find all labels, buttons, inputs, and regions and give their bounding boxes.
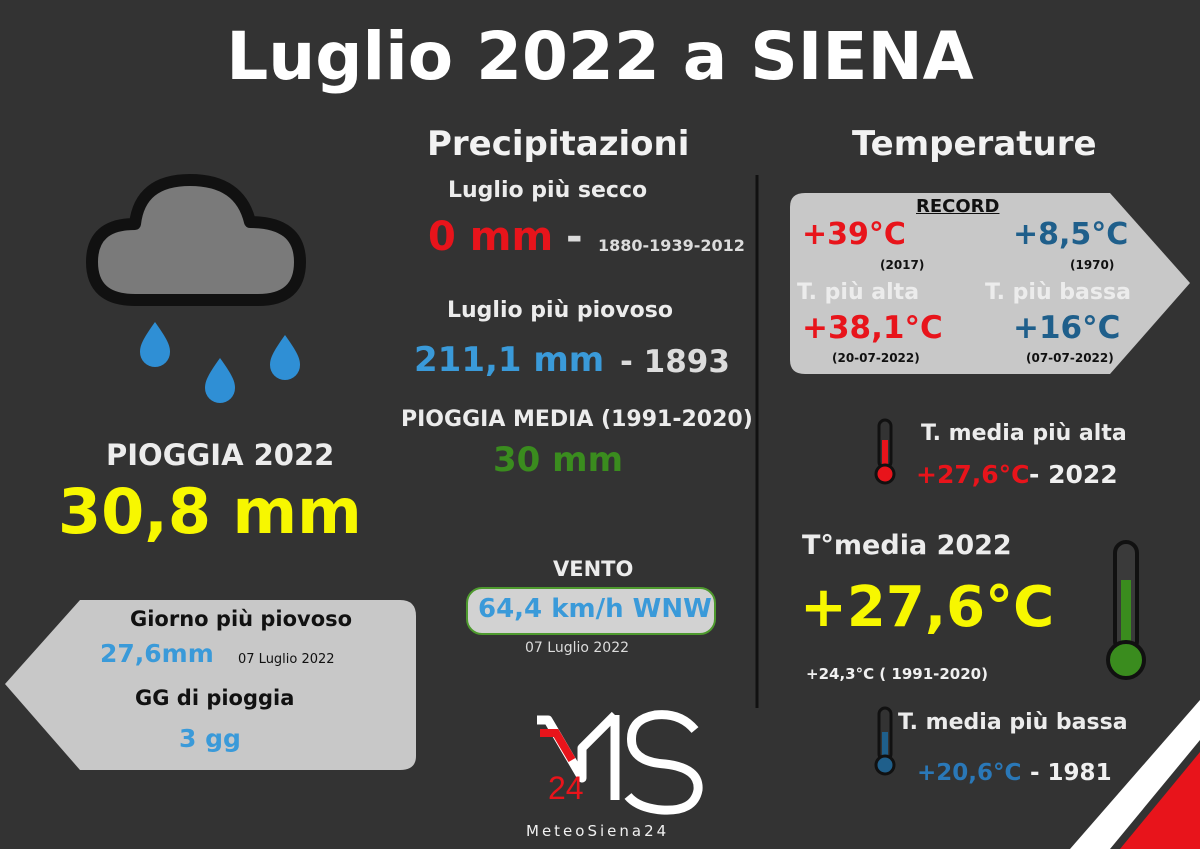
wind-label: VENTO <box>553 557 634 581</box>
record-label: RECORD <box>916 196 1000 217</box>
driest-dash: - <box>566 214 583 260</box>
mean-low-value: +20,6°C <box>917 760 1022 786</box>
mean-high-label: T. media più alta <box>921 421 1127 446</box>
driest-years: 1880-1939-2012 <box>598 236 745 255</box>
wind-value: 64,4 km/h WNW <box>478 594 712 624</box>
mean-low-year: - 1981 <box>1030 760 1112 786</box>
logo-number: 24 <box>548 770 584 806</box>
rain-label: PIOGGIA 2022 <box>106 438 335 472</box>
mean-2022-label: T°media 2022 <box>802 530 1012 561</box>
logo-mark <box>537 710 703 815</box>
wettest-value: 211,1 mm <box>414 340 605 380</box>
page-title: Luglio 2022 a SIENA <box>226 18 974 95</box>
high-value: +38,1°C <box>802 310 943 346</box>
mean-high-value: +27,6°C <box>916 460 1030 489</box>
low-date: (07-07-2022) <box>1026 351 1114 365</box>
record-max-year: (2017) <box>880 258 925 272</box>
corner-stripes <box>1070 700 1200 849</box>
high-date: (20-07-2022) <box>832 351 920 365</box>
mean-high-year: - 2022 <box>1029 460 1118 489</box>
low-label: T. più bassa <box>985 280 1131 305</box>
wind-date: 07 Luglio 2022 <box>525 640 630 656</box>
wind-box <box>466 587 716 635</box>
precip-heading: Precipitazioni <box>427 124 690 164</box>
record-panel <box>790 193 1190 374</box>
wettest-label: Luglio più piovoso <box>447 298 673 323</box>
thermometer-green-icon <box>1106 540 1146 680</box>
logo-brand: MeteoSiena24 <box>526 822 670 840</box>
wettest-year: - 1893 <box>620 344 730 380</box>
rain-panel <box>5 600 416 770</box>
driest-value: 0 mm <box>428 214 554 260</box>
rain-cloud-icon <box>86 174 306 403</box>
record-max: +39°C <box>802 217 906 252</box>
rain-days-value: 3 gg <box>179 724 241 753</box>
driest-label: Luglio più secco <box>448 178 648 203</box>
mean-low-label: T. media più bassa <box>898 710 1128 735</box>
mean-2022-value: +27,6°C <box>800 575 1055 640</box>
rain-days-label: GG di pioggia <box>135 686 295 710</box>
thermometer-blue-icon <box>874 706 896 776</box>
wettest-day-value: 27,6mm <box>100 639 214 668</box>
temp-heading: Temperature <box>852 124 1097 164</box>
thermometer-red-icon <box>874 418 896 485</box>
rain-value: 30,8 mm <box>58 475 362 548</box>
avg-value: 30 mm <box>493 440 624 480</box>
mean-normal: +24,3°C ( 1991-2020) <box>806 665 988 683</box>
wettest-day-label: Giorno più piovoso <box>130 607 353 631</box>
record-min: +8,5°C <box>1013 217 1129 252</box>
avg-label: PIOGGIA MEDIA (1991-2020) <box>401 407 753 432</box>
high-label: T. più alta <box>797 280 920 305</box>
low-value: +16°C <box>1013 310 1121 346</box>
wettest-day-date: 07 Luglio 2022 <box>238 652 335 667</box>
record-min-year: (1970) <box>1070 258 1115 272</box>
